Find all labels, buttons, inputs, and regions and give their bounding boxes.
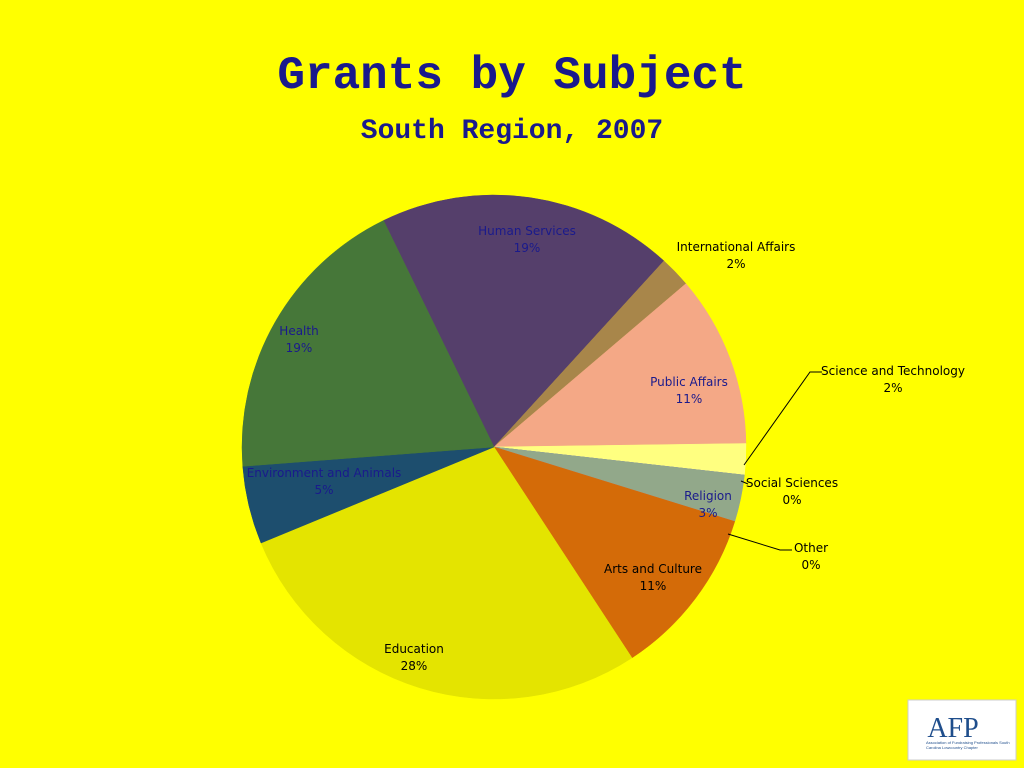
- pie-slice: [260, 446, 633, 700]
- slice-label: Human Services: [478, 224, 576, 238]
- slice-value-label: 19%: [514, 241, 541, 255]
- slice-label: Health: [279, 324, 318, 338]
- leader-line: [727, 533, 792, 551]
- slice-value-label: 19%: [286, 341, 313, 355]
- pie-slice: [493, 446, 736, 659]
- slice-label: Education: [384, 642, 444, 656]
- logo-text: AFP: [927, 713, 978, 744]
- slice-value-label: 0%: [801, 558, 820, 572]
- logo-caption: Association of Fundraising Professionals…: [926, 740, 1010, 750]
- chart-subtitle: South Region, 2007: [361, 116, 663, 147]
- slice-label: Social Sciences: [746, 476, 838, 490]
- leader-line: [740, 480, 749, 485]
- logo: AFP Association of Fundraising Professio…: [907, 699, 1017, 761]
- slice-value-label: 11%: [676, 392, 703, 406]
- slice-value-label: 2%: [883, 381, 902, 395]
- slice-value-label: 11%: [640, 579, 667, 593]
- pie-slice: [383, 194, 665, 448]
- chart-title: Grants by Subject: [277, 50, 746, 102]
- slice-value-label: 2%: [726, 257, 745, 271]
- slice-label: Arts and Culture: [604, 562, 702, 576]
- slice-label: Public Affairs: [650, 375, 728, 389]
- slice-label: International Affairs: [677, 240, 796, 254]
- slice-label: Religion: [684, 489, 732, 503]
- pie-slice: [241, 220, 495, 467]
- leader-line: [743, 371, 822, 466]
- slice-label: Environment and Animals: [247, 466, 402, 480]
- slice-value-label: 28%: [401, 659, 428, 673]
- logo-box: [907, 699, 1017, 761]
- slice-label: Other: [794, 541, 828, 555]
- slice-value-label: 5%: [314, 483, 333, 497]
- logo-caption-box: Association of Fundraising Professionals…: [926, 740, 1010, 750]
- slice-label: Science and Technology: [821, 364, 965, 378]
- slice-value-label: 0%: [782, 493, 801, 507]
- pie-slice: [493, 283, 747, 448]
- slice-value-label: 3%: [698, 506, 717, 520]
